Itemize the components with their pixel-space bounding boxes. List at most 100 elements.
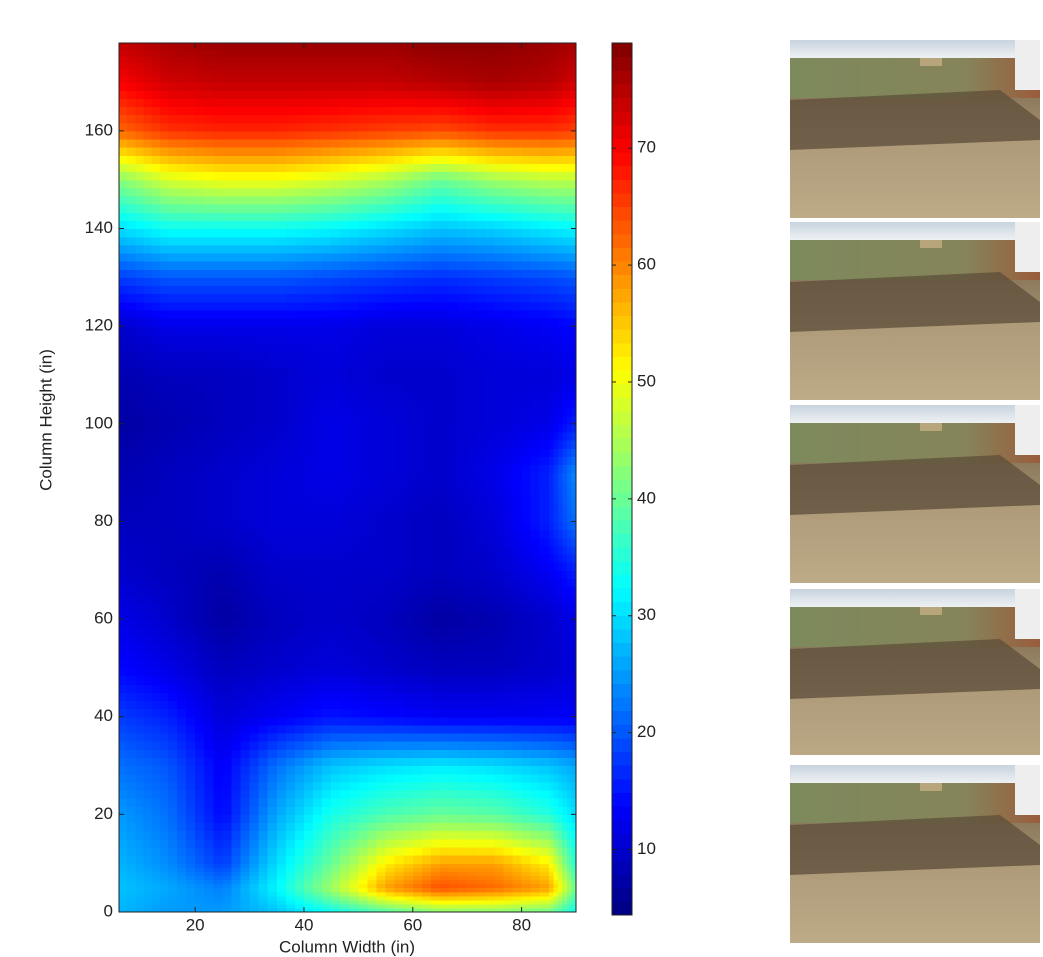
- contour-cell: [268, 717, 278, 726]
- contour-cell: [241, 884, 251, 889]
- contour-cell: [553, 294, 558, 303]
- contour-cell: [503, 587, 513, 596]
- contour-cell: [553, 521, 558, 530]
- contour-cell: [286, 692, 296, 701]
- contour-cell: [422, 456, 432, 465]
- contour-cell: [127, 757, 136, 766]
- contour-cell: [513, 676, 523, 685]
- contour-cell: [177, 432, 187, 441]
- contour-cell: [204, 302, 214, 311]
- contour-cell: [286, 879, 296, 884]
- contour-cell: [553, 383, 558, 392]
- contour-cell: [422, 676, 432, 685]
- contour-cell: [467, 884, 477, 889]
- contour-cell: [127, 863, 136, 868]
- contour-cell: [168, 562, 178, 571]
- contour-cell: [168, 660, 178, 669]
- contour-cell: [119, 774, 128, 783]
- contour-cell: [143, 766, 152, 775]
- contour-cell: [440, 253, 450, 262]
- contour-cell: [295, 904, 305, 909]
- contour-cell: [467, 668, 477, 677]
- contour-cell: [404, 668, 414, 677]
- contour-cell: [558, 884, 563, 889]
- contour-cell: [152, 302, 161, 311]
- contour-cell: [494, 782, 504, 791]
- contour-cell: [549, 619, 554, 628]
- contour-cell: [268, 220, 278, 229]
- contour-cell: [413, 725, 423, 734]
- contour-cell: [186, 237, 196, 246]
- contour-cell: [349, 900, 359, 905]
- contour-cell: [186, 587, 196, 596]
- contour-cell: [449, 757, 459, 766]
- contour-cell: [422, 635, 432, 644]
- contour-cell: [313, 725, 323, 734]
- contour-cell: [377, 603, 387, 612]
- contour-cell: [558, 334, 563, 343]
- contour-cell: [204, 554, 214, 563]
- contour-cell: [562, 497, 567, 506]
- contour-cell: [540, 709, 550, 718]
- contour-cell: [440, 448, 450, 457]
- contour-cell: [127, 269, 136, 278]
- contour-cell: [531, 285, 541, 294]
- contour-cell: [386, 871, 396, 876]
- contour-cell: [553, 603, 558, 612]
- contour-cell: [160, 554, 169, 563]
- contour-cell: [562, 505, 567, 514]
- contour-cell: [485, 359, 495, 368]
- contour-cell: [322, 884, 332, 889]
- contour-cell: [177, 831, 187, 840]
- contour-cell: [395, 318, 405, 327]
- contour-cell: [322, 766, 332, 775]
- contour-cell: [186, 180, 196, 189]
- contour-cell: [259, 367, 269, 376]
- contour-cell: [119, 367, 128, 376]
- contour-cell: [503, 497, 513, 506]
- contour-cell: [152, 717, 161, 726]
- contour-cell: [204, 884, 214, 889]
- contour-cell: [259, 196, 269, 205]
- contour-cell: [177, 416, 187, 425]
- contour-cell: [513, 456, 523, 465]
- contour-cell: [440, 570, 450, 579]
- contour-cell: [241, 212, 251, 221]
- contour-cell: [440, 302, 450, 311]
- contour-cell: [549, 424, 554, 433]
- contour-cell: [177, 180, 187, 189]
- contour-cell: [395, 245, 405, 254]
- contour-cell: [222, 725, 232, 734]
- contour-cell: [277, 538, 287, 547]
- contour-cell: [349, 668, 359, 677]
- contour-cell: [286, 635, 296, 644]
- contour-cell: [413, 562, 423, 571]
- contour-cell: [431, 489, 441, 498]
- contour-cell: [449, 611, 459, 620]
- contour-cell: [513, 408, 523, 417]
- contour-cell: [204, 635, 214, 644]
- contour-cell: [204, 871, 214, 876]
- contour-cell: [177, 229, 187, 238]
- contour-cell: [186, 660, 196, 669]
- contour-cell: [440, 294, 450, 303]
- contour-cell: [222, 448, 232, 457]
- contour-cell: [553, 481, 558, 490]
- contour-cell: [404, 863, 414, 868]
- contour-cell: [367, 521, 377, 530]
- contour-cell: [549, 884, 554, 889]
- contour-cell: [431, 896, 441, 901]
- contour-cell: [241, 481, 251, 490]
- contour-cell: [143, 481, 152, 490]
- contour-cell: [250, 676, 260, 685]
- contour-cell: [119, 237, 128, 246]
- contour-cell: [485, 855, 495, 864]
- contour-cell: [440, 717, 450, 726]
- contour-cell: [322, 888, 332, 893]
- contour-cell: [168, 814, 178, 823]
- contour-cell: [503, 489, 513, 498]
- contour-cell: [386, 408, 396, 417]
- contour-cell: [277, 237, 287, 246]
- contour-cell: [313, 342, 323, 351]
- contour-cell: [540, 269, 550, 278]
